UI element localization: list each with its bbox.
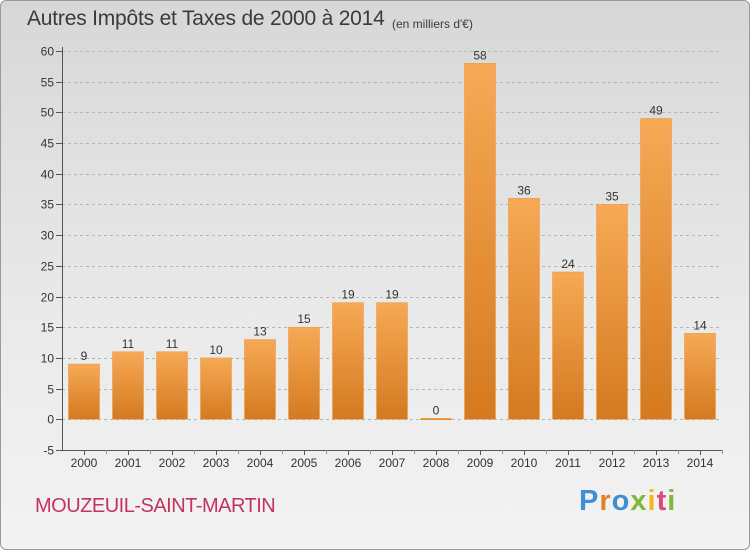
data-label: 14	[693, 318, 707, 332]
data-label: 35	[605, 189, 619, 203]
chart-title: Autres Impôts et Taxes de 2000 à 2014	[27, 7, 385, 30]
proxiti-logo: Proxiti	[579, 485, 677, 517]
bar	[684, 333, 716, 420]
bars	[68, 63, 716, 421]
data-label: 19	[385, 288, 399, 302]
y-tick-label: 25	[41, 260, 55, 274]
data-label: 11	[122, 337, 135, 351]
x-tick-label: 2008	[423, 456, 450, 470]
commune-name: MOUZEUIL-SAINT-MARTIN	[35, 495, 276, 517]
y-tick-label: 50	[41, 106, 55, 120]
y-tick-label: 45	[41, 137, 55, 151]
bar	[552, 271, 584, 420]
y-tick-label: 40	[41, 168, 55, 182]
x-tick-label: 2006	[335, 456, 362, 470]
x-tick-label: 2009	[467, 456, 494, 470]
bar	[156, 351, 188, 420]
data-labels: 9 11 11 10 13 15 19 19 0 58 36 24 35 49 14	[81, 48, 707, 417]
x-tick-label: 2010	[511, 456, 538, 470]
bar	[112, 351, 144, 420]
bar	[68, 363, 100, 420]
y-tick-label: 0	[47, 413, 54, 427]
data-label: 15	[297, 312, 311, 326]
x-tick-label: 2001	[115, 456, 142, 470]
x-tick-label: 2002	[159, 456, 186, 470]
bar	[464, 63, 496, 420]
bar	[332, 302, 364, 420]
data-label: 36	[517, 183, 531, 197]
bar	[640, 118, 672, 420]
y-tick-label: 15	[41, 321, 55, 335]
x-tick-label: 2005	[291, 456, 318, 470]
x-tick-label: 2003	[203, 456, 230, 470]
axes: -5 0 5 10 15 20 25 30 35 40 45 50 55 60 2000 2001 2002 20…	[41, 45, 723, 470]
y-tick-label: 30	[41, 229, 55, 243]
data-label: 24	[561, 257, 575, 271]
bar	[420, 418, 452, 421]
x-tick-label: 2011	[555, 456, 581, 470]
y-tick-label: 5	[47, 383, 54, 397]
x-tick-label: 2014	[687, 456, 714, 470]
data-label: 9	[81, 349, 88, 363]
data-label: 0	[433, 403, 440, 417]
data-label: 19	[341, 288, 355, 302]
data-label: 11	[166, 337, 179, 351]
bar	[596, 204, 628, 420]
y-tick-label: 20	[41, 291, 55, 305]
bar	[200, 357, 232, 420]
y-tick-label: 10	[41, 352, 55, 366]
x-tick-label: 2013	[643, 456, 670, 470]
bar	[244, 339, 276, 420]
bar	[288, 326, 320, 420]
chart-unit: (en milliers d'€)	[392, 17, 473, 31]
y-tick-label: 55	[41, 76, 55, 90]
y-tick-label: 35	[41, 198, 55, 212]
y-tick-label: 60	[41, 45, 55, 59]
data-label: 49	[649, 104, 663, 118]
data-label: 10	[209, 343, 223, 357]
data-label: 13	[253, 325, 267, 339]
bar	[508, 198, 540, 420]
x-tick-label: 2000	[71, 456, 98, 470]
x-tick-label: 2007	[379, 456, 406, 470]
data-label: 58	[473, 48, 487, 62]
x-tick-label: 2012	[599, 456, 626, 470]
x-tick-label: 2004	[247, 456, 274, 470]
bar	[376, 302, 408, 420]
y-tick-label: -5	[43, 444, 54, 458]
